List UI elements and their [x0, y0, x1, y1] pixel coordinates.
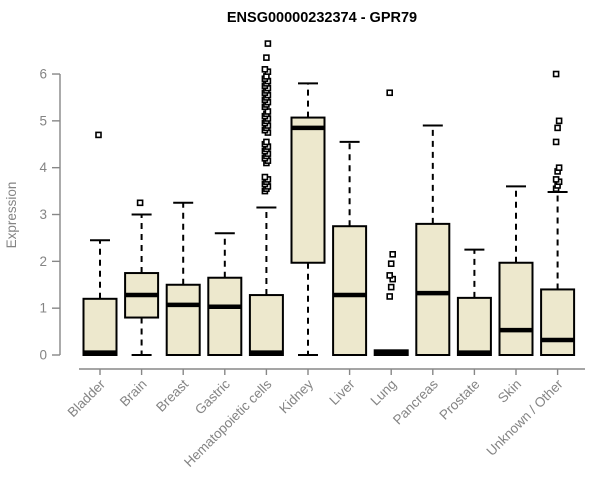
outlier-point [261, 66, 269, 73]
box-brain [124, 199, 160, 356]
y-tick-label: 3 [39, 207, 47, 222]
y-tick-label: 5 [39, 113, 47, 128]
iqr-box [248, 294, 284, 356]
outlier-point [554, 124, 561, 132]
outlier-point [386, 293, 394, 300]
iqr-box [332, 225, 368, 356]
box-breast [165, 201, 201, 357]
outlier-point [552, 70, 560, 78]
iqr-box [290, 116, 326, 264]
iqr-box [165, 283, 201, 357]
y-tick-label: 6 [39, 67, 47, 82]
iqr-box [456, 296, 492, 356]
iqr-box [207, 276, 243, 356]
outlier-point [386, 89, 394, 97]
outlier-point [555, 117, 563, 125]
outlier-point [264, 40, 272, 47]
y-tick-label: 1 [39, 301, 47, 316]
outlier-point [552, 176, 560, 183]
outlier-point [95, 131, 102, 139]
box-lung [373, 89, 409, 356]
box-hematopoietic-cells [248, 40, 284, 356]
y-axis-title: Expression [4, 182, 19, 249]
outlier-point [261, 173, 269, 181]
outlier-point [387, 260, 395, 267]
iqr-box [415, 222, 451, 356]
box-pancreas [415, 124, 451, 356]
outlier-point [136, 199, 144, 207]
box-unknown-other [540, 70, 576, 356]
y-tick-label: 0 [39, 348, 47, 363]
y-axis: 0 1 2 3 4 5 6 Expression [4, 67, 61, 363]
y-tick-label: 2 [39, 254, 47, 269]
outlier-point [263, 54, 270, 61]
y-tick-label: 4 [39, 160, 47, 175]
outlier-point [387, 283, 395, 291]
outlier-point [386, 272, 394, 279]
outlier-point [263, 138, 270, 146]
iqr-box [498, 261, 534, 356]
box-skin [498, 185, 534, 356]
box-kidney [290, 82, 326, 356]
box-liver [332, 140, 368, 356]
iqr-box [540, 288, 576, 356]
chart-title: ENSG00000232374 - GPR79 [227, 10, 417, 26]
outlier-point [555, 164, 563, 171]
box-gastric [207, 232, 243, 356]
box-bladder [82, 131, 118, 356]
outlier-point [389, 251, 397, 258]
outlier-point [552, 138, 560, 146]
iqr-box [82, 297, 118, 356]
box-prostate [456, 248, 492, 356]
